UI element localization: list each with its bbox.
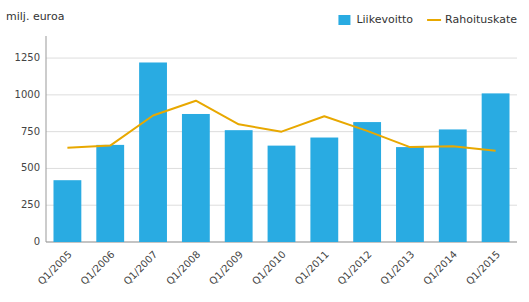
line [67,101,495,151]
legend-item: Rahoituskate [427,13,517,26]
y-axis-line [46,36,47,242]
legend-swatch [338,15,350,25]
legend-label: Rahoituskate [445,13,517,26]
chart-container: 025050075010001250Q1/2005Q1/2006Q1/2007Q… [0,0,529,302]
x-tick-label: Q1/2010 [250,249,288,287]
bar [268,146,296,242]
x-tick-label: Q1/2008 [164,249,202,287]
y-tick-label: 750 [21,126,40,137]
legend-swatch [427,19,441,21]
bar [53,180,81,242]
bar [139,62,167,242]
y-axis-label: milj. euroa [6,10,64,23]
bar [396,147,424,242]
x-tick-label: Q1/2012 [335,249,373,287]
x-tick-label: Q1/2015 [464,249,502,287]
bar [310,138,338,242]
x-tick-label: Q1/2009 [207,249,245,287]
y-tick-label: 250 [21,199,40,210]
bar [182,114,210,242]
x-tick-label: Q1/2005 [36,249,74,287]
legend-item: Liikevoitto [338,13,413,26]
y-tick-label: 1250 [15,52,40,63]
grid-line [46,94,517,95]
bar [225,130,253,242]
marks [53,62,509,242]
chart: 025050075010001250Q1/2005Q1/2006Q1/2007Q… [0,0,529,302]
y-tick-label: 500 [21,162,40,173]
y-tick-label: 1000 [15,89,40,100]
x-tick-label: Q1/2006 [79,249,117,287]
legend-label: Liikevoitto [356,13,413,26]
grid [46,58,517,242]
grid-line [46,58,517,59]
x-tick-label: Q1/2013 [378,249,416,287]
x-tick-label: Q1/2011 [293,249,331,287]
bar [353,122,381,242]
x-tick-label: Q1/2014 [421,249,459,287]
bar [482,93,510,242]
x-tick-label: Q1/2007 [121,249,159,287]
legend: Liikevoitto Rahoituskate [338,13,517,26]
y-tick-label: 0 [34,236,40,247]
bar [96,145,124,242]
